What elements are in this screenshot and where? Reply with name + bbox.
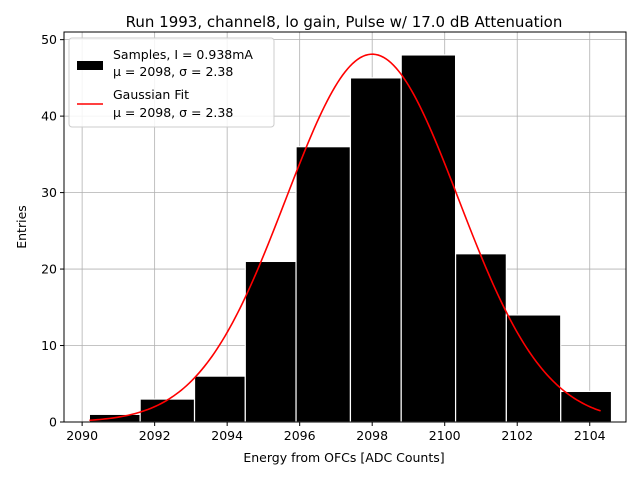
- plot-frame: [63, 31, 627, 423]
- legend: Samples, I = 0.938mA μ = 2098, σ = 2.38 …: [68, 37, 275, 128]
- histogram-bar: [244, 260, 297, 423]
- histogram-bar: [560, 390, 613, 423]
- y-tick-label: 20: [41, 262, 57, 277]
- legend-fit-stats: μ = 2098, σ = 2.38: [113, 105, 233, 120]
- y-axis-ticks: 0 10 20 30 40 50: [41, 32, 64, 430]
- y-tick-label: 40: [41, 109, 57, 124]
- x-tick-label: 2096: [284, 428, 316, 443]
- histogram-bar: [295, 146, 352, 423]
- histogram-bar: [139, 398, 196, 423]
- histogram-bar: [193, 375, 246, 423]
- gaussian-fit-curve: [89, 53, 601, 422]
- histogram-bar: [454, 253, 507, 423]
- y-tick-label: 30: [41, 185, 57, 200]
- x-axis-label: Energy from OFCs [ADC Counts]: [243, 450, 444, 465]
- legend-samples-stats: μ = 2098, σ = 2.38: [113, 64, 233, 79]
- x-tick-label: 2098: [356, 428, 388, 443]
- x-tick-label: 2092: [139, 428, 171, 443]
- x-tick-label: 2104: [574, 428, 606, 443]
- y-axis-label: Entries: [14, 205, 29, 249]
- y-tick-label: 50: [41, 32, 57, 47]
- legend-fit-label: Gaussian Fit: [113, 87, 189, 102]
- histogram-bar: [349, 77, 402, 423]
- x-tick-label: 2102: [501, 428, 533, 443]
- legend-samples-swatch: [77, 61, 103, 70]
- chart-title: Run 1993, channel8, lo gain, Pulse w/ 17…: [126, 13, 563, 31]
- x-tick-label: 2100: [429, 428, 461, 443]
- x-tick-label: 2090: [66, 428, 98, 443]
- histogram-bar: [400, 54, 457, 423]
- histogram-bar: [505, 314, 562, 423]
- legend-samples-label: Samples, I = 0.938mA: [113, 47, 253, 62]
- legend-box: [68, 37, 275, 128]
- x-axis-ticks: 2090 2092 2094 2096 2098 2100 2102 2104: [66, 422, 606, 443]
- y-tick-label: 0: [49, 415, 57, 430]
- y-tick-label: 10: [41, 338, 57, 353]
- x-tick-label: 2094: [211, 428, 243, 443]
